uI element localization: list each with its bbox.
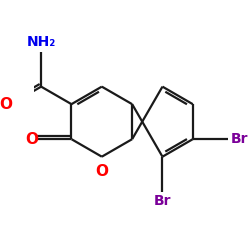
Text: O: O [26,132,38,147]
Text: Br: Br [230,132,248,146]
Text: Br: Br [154,194,171,208]
Text: O: O [0,97,13,112]
Text: O: O [95,164,108,179]
Text: NH₂: NH₂ [26,35,56,49]
